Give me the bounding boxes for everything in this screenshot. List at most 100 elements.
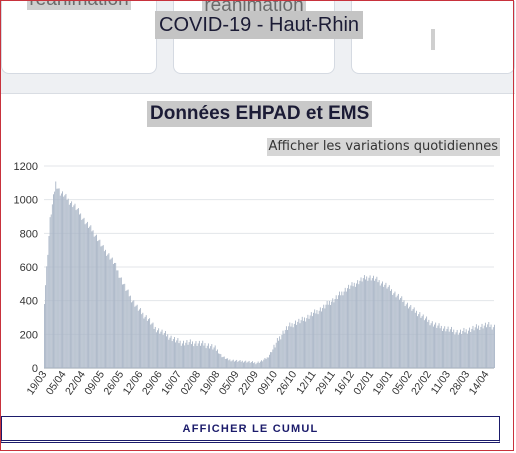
bar — [64, 195, 66, 368]
bar — [469, 327, 471, 368]
bar — [275, 342, 277, 368]
bar — [291, 323, 293, 368]
show-cumulative-button[interactable]: AFFICHER LE CUMUL — [1, 416, 500, 443]
bar — [174, 337, 175, 368]
bar — [125, 290, 127, 368]
bar — [400, 297, 402, 368]
bar — [316, 310, 318, 368]
bar — [427, 321, 429, 368]
stat-card-3-label — [431, 29, 435, 50]
bar — [358, 284, 360, 368]
bar — [215, 350, 217, 368]
bar — [377, 282, 379, 368]
bar — [75, 210, 77, 368]
bar — [276, 338, 278, 368]
bar — [354, 286, 356, 368]
bar — [187, 344, 189, 368]
bar — [375, 278, 377, 368]
bar — [327, 304, 329, 368]
bar — [66, 200, 68, 368]
bar — [457, 335, 459, 368]
divider — [1, 93, 515, 94]
bar — [193, 346, 195, 368]
bar — [318, 310, 320, 368]
bar — [453, 329, 455, 368]
bar — [67, 198, 69, 368]
daily-variations-toggle[interactable]: Afficher les variations quotidiennes — [266, 138, 500, 156]
bar — [422, 314, 424, 368]
bar — [176, 340, 178, 368]
bar — [192, 341, 194, 368]
bar — [100, 246, 102, 368]
bar — [116, 270, 118, 368]
bar — [342, 295, 344, 368]
bar — [221, 357, 223, 368]
bar — [229, 359, 231, 368]
bar — [189, 339, 191, 368]
bar — [159, 333, 161, 368]
bar — [396, 295, 398, 368]
bar — [114, 262, 115, 368]
bar — [282, 330, 284, 368]
bar — [253, 363, 255, 368]
bar — [94, 235, 96, 368]
bar — [314, 309, 316, 368]
bar — [109, 259, 111, 368]
bar — [112, 263, 114, 368]
bar — [369, 275, 371, 368]
bar — [163, 332, 165, 368]
bar — [482, 328, 484, 368]
bar — [384, 284, 386, 368]
bar — [222, 356, 224, 368]
bar — [263, 359, 265, 368]
bar — [395, 297, 397, 368]
bar — [331, 301, 333, 368]
bar — [54, 191, 56, 368]
bar — [348, 284, 350, 368]
bar — [408, 308, 409, 368]
bar — [246, 362, 248, 368]
bar — [385, 282, 387, 368]
bar — [118, 277, 120, 368]
bar — [219, 353, 221, 368]
bar — [160, 331, 162, 368]
bar — [284, 329, 286, 368]
bar — [200, 345, 201, 368]
bar — [97, 241, 99, 368]
bar — [81, 219, 83, 368]
y-tick-label: 200 — [20, 329, 38, 341]
bar — [367, 280, 369, 368]
bar — [151, 323, 153, 368]
bar — [155, 332, 157, 368]
bar — [158, 328, 160, 368]
bar — [415, 310, 417, 368]
bar — [401, 296, 403, 368]
bar — [292, 327, 294, 368]
y-tick-label: 1000 — [14, 195, 38, 207]
bar — [262, 361, 264, 368]
bar — [330, 305, 331, 368]
bar — [79, 214, 80, 368]
y-tick-label: 800 — [20, 228, 38, 240]
bar — [96, 234, 97, 368]
bar — [271, 352, 273, 368]
bar — [343, 291, 345, 368]
bar — [449, 329, 451, 368]
bar — [362, 278, 364, 368]
bar — [380, 283, 382, 368]
bar — [261, 360, 262, 368]
bar — [65, 193, 67, 368]
bar — [340, 295, 342, 368]
bar — [179, 340, 181, 368]
bar — [477, 328, 478, 368]
bar — [483, 325, 485, 368]
bar — [287, 329, 288, 368]
bar — [220, 354, 222, 368]
bar — [349, 288, 351, 368]
bar — [445, 331, 447, 368]
bar — [423, 320, 425, 368]
bar — [353, 282, 355, 368]
bar — [134, 306, 136, 368]
bar — [394, 291, 396, 368]
bar — [361, 281, 363, 368]
